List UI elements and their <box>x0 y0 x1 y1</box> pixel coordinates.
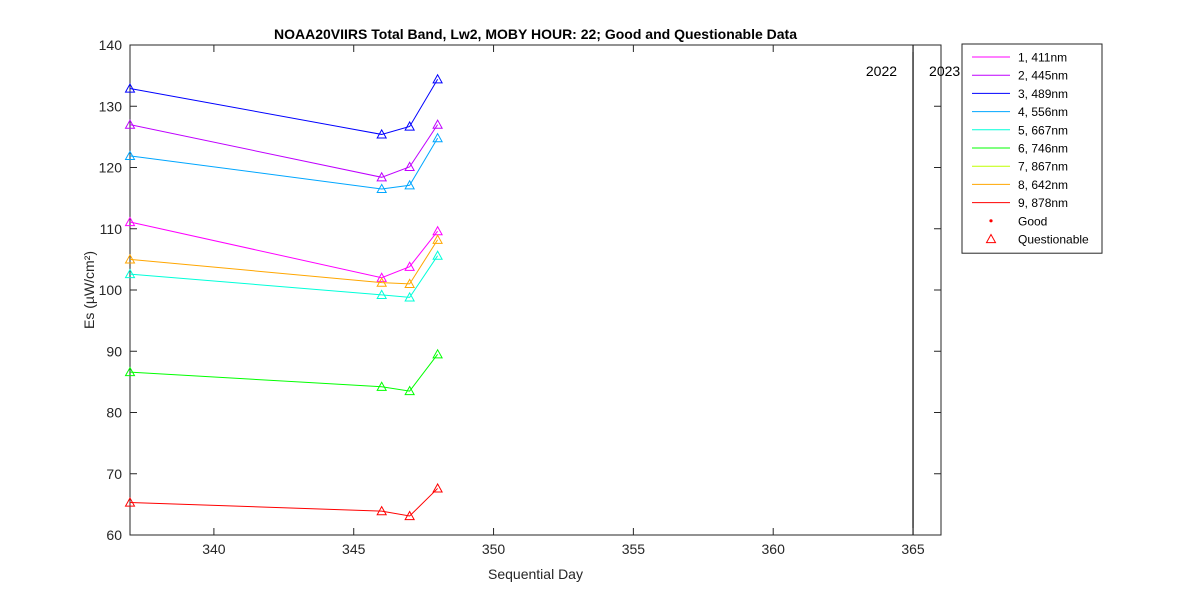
legend-label: 8, 642nm <box>1018 178 1068 192</box>
questionable-point <box>404 291 416 302</box>
y-tick-label: 120 <box>99 160 123 176</box>
questionable-point <box>124 268 136 279</box>
legend-label: 4, 556nm <box>1018 105 1068 119</box>
y-tick-label: 80 <box>106 405 122 421</box>
legend-label: 1, 411nm <box>1018 51 1067 65</box>
questionable-point <box>376 289 388 299</box>
questionable-point <box>376 272 388 282</box>
legend-label: 2, 445nm <box>1018 69 1068 83</box>
y-tick-label: 100 <box>99 282 123 298</box>
questionable-point <box>376 505 388 516</box>
legend-label: 5, 667nm <box>1018 123 1068 137</box>
questionable-point <box>432 119 443 129</box>
y-tick-label: 70 <box>106 466 122 482</box>
x-tick-label: 355 <box>622 541 646 557</box>
legend-label: 9, 878nm <box>1018 196 1068 210</box>
questionable-point <box>432 250 443 260</box>
questionable-point <box>376 381 388 391</box>
questionable-point <box>124 150 136 160</box>
series-line <box>129 488 438 517</box>
questionable-point <box>124 82 136 93</box>
year-label-left: 2022 <box>866 63 897 79</box>
legend-box <box>961 43 1103 254</box>
questionable-point <box>432 348 443 359</box>
legend-label: 6, 746nm <box>1018 142 1068 156</box>
legend-label: 7, 867nm <box>1018 160 1068 174</box>
y-tick-label: 60 <box>106 527 122 543</box>
questionable-point <box>404 278 416 288</box>
series-line <box>129 255 439 298</box>
year-label-right: 2023 <box>929 63 960 79</box>
questionable-point <box>376 183 388 194</box>
y-axis-label: Es (µW/cm²) <box>81 251 97 329</box>
questionable-point <box>124 216 136 227</box>
series-line <box>129 239 439 285</box>
series-line <box>129 354 439 392</box>
questionable-point <box>404 120 416 131</box>
x-tick-label: 360 <box>762 541 786 557</box>
y-tick-label: 140 <box>99 37 123 53</box>
chart-marks <box>124 45 914 535</box>
questionable-point <box>404 385 416 396</box>
questionable-point <box>404 179 416 190</box>
questionable-point <box>432 234 443 244</box>
questionable-point <box>432 482 443 493</box>
questionable-point <box>124 497 136 507</box>
questionable-point <box>432 73 443 84</box>
plot-area <box>129 44 942 536</box>
x-tick-label: 350 <box>482 541 506 557</box>
good-marker-icon <box>989 219 993 223</box>
questionable-point <box>404 510 416 521</box>
legend-label: Questionable <box>1018 233 1089 247</box>
series-line <box>129 124 439 178</box>
series-line <box>129 137 439 190</box>
y-tick-label: 110 <box>100 221 123 237</box>
questionable-point <box>124 253 136 264</box>
questionable-point <box>376 128 388 139</box>
legend-label: 3, 489nm <box>1018 87 1068 101</box>
questionable-point <box>124 119 136 129</box>
questionable-point <box>376 171 388 182</box>
questionable-point <box>404 161 416 171</box>
x-tick-label: 365 <box>901 541 925 557</box>
x-axis-label: Sequential Day <box>488 566 583 582</box>
questionable-point <box>124 366 136 377</box>
x-tick-label: 345 <box>342 541 366 557</box>
x-tick-label: 340 <box>202 541 226 557</box>
questionable-point <box>432 132 443 143</box>
y-tick-label: 130 <box>99 98 123 114</box>
chart-title: NOAA20VIIRS Total Band, Lw2, MOBY HOUR: … <box>274 26 797 42</box>
legend: 1, 411nm 2, 445nm 3, 489nm 4, 556nm 5, 667nm… <box>961 43 1103 254</box>
series-line <box>129 79 439 135</box>
questionable-point <box>376 277 388 287</box>
chart-axes: 340 345 350 355 360 365 60 70 80 90 100 110 120 130 14… <box>99 37 941 557</box>
y-tick-label: 90 <box>106 343 122 359</box>
questionable-marker-icon <box>985 233 997 244</box>
legend-label: Good <box>1018 214 1047 228</box>
questionable-point <box>404 261 416 271</box>
series-line <box>129 221 439 279</box>
